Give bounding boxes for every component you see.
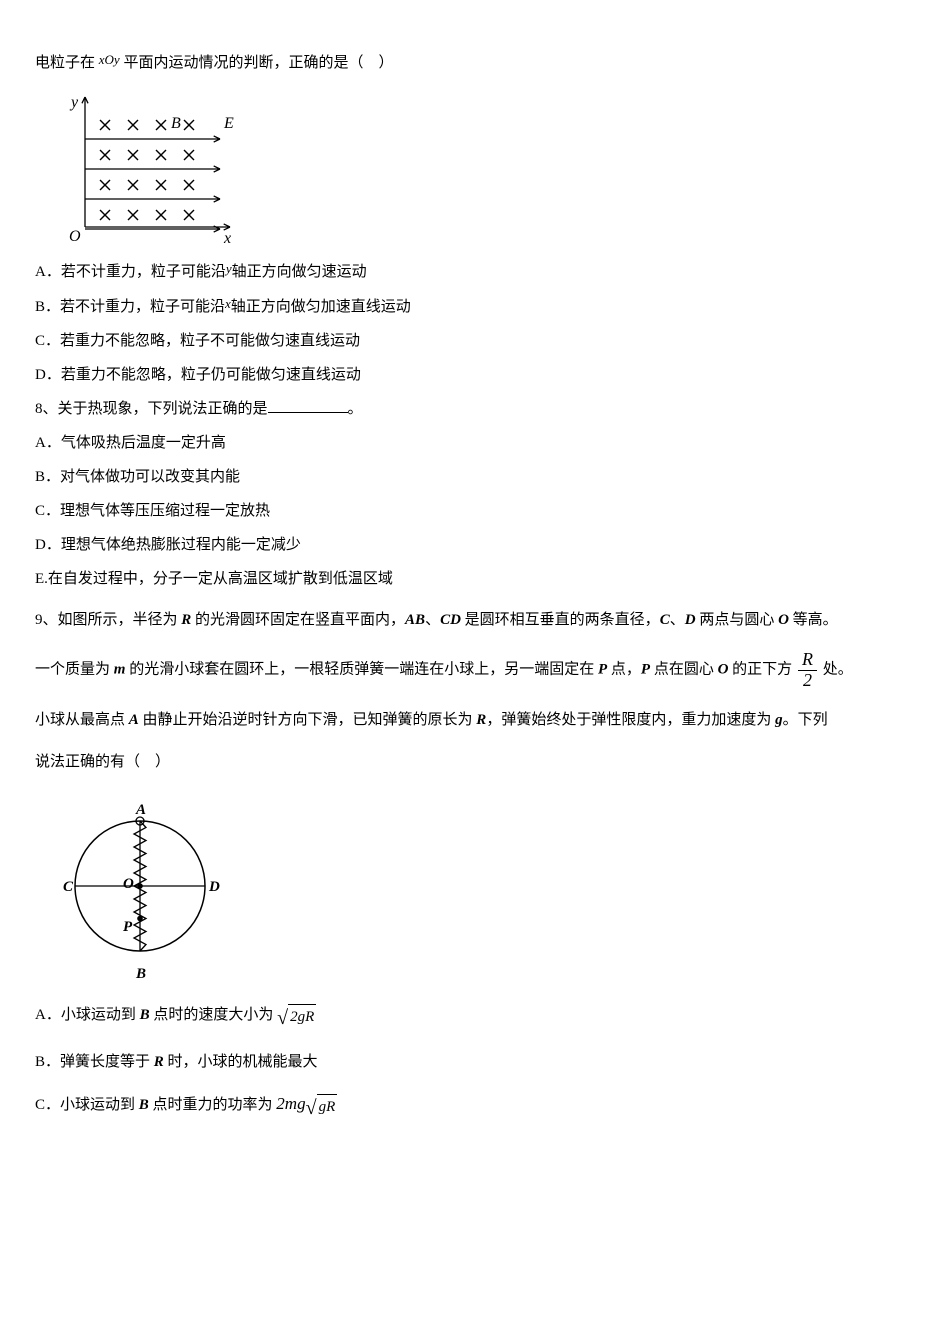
q8-opt-C: C．理想气体等压压缩过程一定放热 (35, 499, 915, 523)
q9-para3: 小球从最高点 A 由静止开始沿逆时针方向下滑，已知弹簧的原长为 R，弹簧始终处于… (35, 701, 915, 740)
q7-opt-B: B．若不计重力，粒子可能沿x轴正方向做匀加速直线运动 (35, 294, 915, 319)
svg-text:P: P (123, 919, 133, 935)
svg-text:B: B (171, 115, 181, 132)
q7-intro: 电粒子在 xOy 平面内运动情况的判断，正确的是（ ） (35, 50, 915, 75)
q7-plane: xOy (99, 52, 120, 67)
frac-R-over-2: R2 (798, 650, 817, 691)
q8-opt-D: D．理想气体绝热膨胀过程内能一定减少 (35, 533, 915, 557)
q7-opt-C: C．若重力不能忽略，粒子不可能做匀速直线运动 (35, 329, 915, 353)
q7-intro-suffix: 平面内运动情况的判断，正确的是（ ） (123, 55, 393, 71)
q7-intro-prefix: 电粒子在 (35, 55, 95, 71)
q8-opt-A: A．气体吸热后温度一定升高 (35, 431, 915, 455)
q9-opt-A: A．小球运动到 B 点时的速度大小为 √2gR (35, 1002, 915, 1034)
field-diagram: y x O B E (55, 87, 245, 247)
svg-text:D: D (208, 879, 220, 895)
sqrt-2gR: √2gR (277, 1002, 316, 1034)
svg-text:O: O (123, 876, 134, 892)
q8-opt-E: E.在自发过程中，分子一定从高温区域扩散到低温区域 (35, 567, 915, 591)
q7-opt-A: A．若不计重力，粒子可能沿y轴正方向做匀速运动 (35, 259, 915, 284)
sqrt-gR: √gR (306, 1092, 338, 1124)
q7-opt-D: D．若重力不能忽略，粒子仍可能做匀速直线运动 (35, 363, 915, 387)
q9-opt-B: B．弹簧长度等于 R 时，小球的机械能最大 (35, 1050, 915, 1074)
q8-stem: 8、关于热现象，下列说法正确的是。 (35, 397, 915, 421)
q9-opt-C: C．小球运动到 B 点时重力的功率为 2mg√gR (35, 1090, 915, 1124)
svg-text:B: B (135, 966, 146, 982)
svg-text:A: A (135, 802, 146, 818)
q9-para1: 9、如图所示，半径为 R 的光滑圆环固定在竖直平面内，AB、CD 是圆环相互垂直… (35, 601, 915, 640)
q9-para2: 一个质量为 m 的光滑小球套在圆环上，一根轻质弹簧一端连在小球上，另一端固定在 … (35, 650, 915, 691)
q8-opt-B: B．对气体做功可以改变其内能 (35, 465, 915, 489)
ring-spring-diagram: A B C D O P (55, 786, 230, 986)
svg-text:O: O (69, 228, 81, 245)
q8-blank (268, 397, 348, 413)
svg-text:C: C (63, 879, 74, 895)
svg-text:x: x (223, 230, 231, 247)
q9-para4: 说法正确的有（ ） (35, 750, 915, 774)
svg-text:y: y (69, 94, 79, 111)
svg-text:E: E (223, 115, 234, 132)
